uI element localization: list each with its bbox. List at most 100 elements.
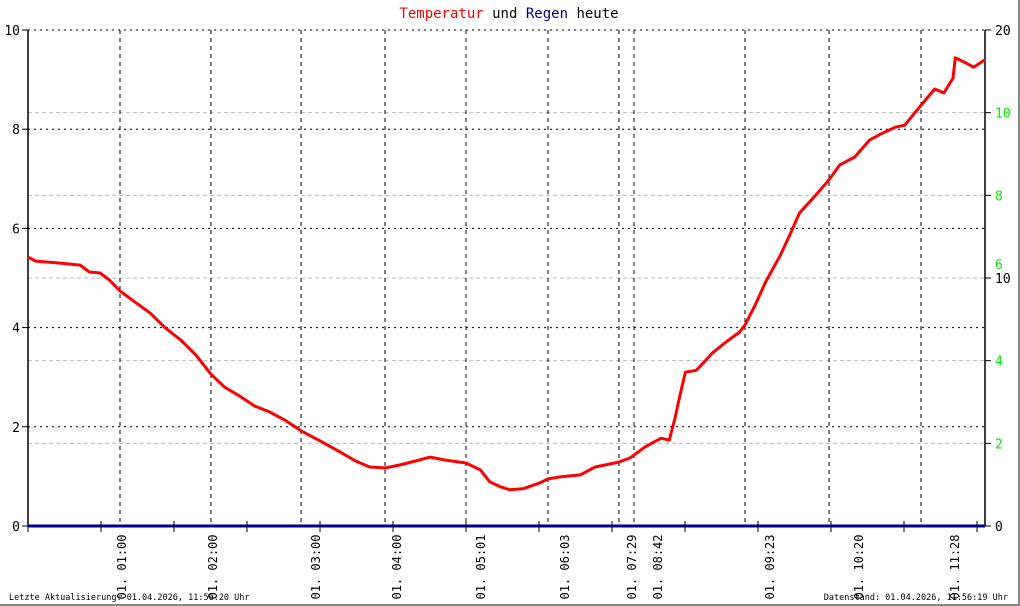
data-point-temperatur [253,405,256,407]
data-point-temperatur [984,58,986,61]
data-point-temperatur [764,281,767,283]
title-part: Temperatur [399,6,483,22]
data-point-temperatur [828,178,830,181]
data-point-temperatur [903,124,906,127]
x-tick-label: 01. 07:29 [625,534,639,599]
left-tick-label: 6 [12,222,20,237]
x-tick-label: 01. 05:01 [474,534,488,599]
data-point-temperatur [489,481,491,483]
left-tick-label: 2 [12,421,20,436]
data-point-temperatur [814,194,817,196]
right-tick-label: 0 [995,520,1003,535]
data-point-temperatur [223,386,226,388]
data-point-temperatur [711,352,714,354]
data-point-temperatur [695,369,698,372]
data-point-temperatur [853,156,856,158]
title-part: heute [568,6,619,22]
data-point-temperatur [368,466,371,468]
data-point-temperatur [164,327,167,329]
data-point-temperatur [963,61,966,64]
data-point-temperatur [952,77,954,79]
series-line-temperatur [27,56,986,492]
title-part: Regen [526,6,568,22]
right-secondary-tick-label: 2 [995,437,1003,452]
data-point-temperatur [119,290,121,292]
x-tick-label: 01. 10:20 [852,534,866,599]
data-point-temperatur [579,474,581,476]
data-point-temperatur [679,394,681,396]
left-tick-label: 0 [12,520,20,535]
data-point-temperatur [499,486,502,488]
data-point-temperatur [99,272,101,274]
data-point-temperatur [339,451,342,453]
data-point-temperatur [668,439,670,441]
data-point-temperatur [300,429,302,432]
x-tick-label: 01. 11:28 [948,534,962,599]
right-secondary-tick-label: 8 [995,189,1003,204]
data-point-temperatur [924,99,927,101]
right-secondary-tick-label: 10 [995,107,1011,122]
data-point-temperatur [673,419,676,421]
data-point-temperatur [195,354,197,356]
data-point-temperatur [754,303,757,306]
data-point-temperatur [129,298,132,300]
data-point-temperatur [283,419,286,421]
data-point-temperatur [943,92,945,94]
left-tick-label: 8 [12,123,20,138]
chart-title: Temperatur und Regen heute [399,6,618,22]
data-point-temperatur [465,462,467,464]
data-point-temperatur [868,139,871,141]
data-point-temperatur [933,88,936,90]
data-point-temperatur [789,232,792,234]
data-status-text: Datenstand: 01.04.2026, 11:56:19 Uhr [823,593,1008,603]
x-tick-label: 01. 09:23 [763,534,777,599]
x-tick-label: 01. 03:00 [309,534,323,599]
x-tick-label: 01. 04:00 [390,534,404,599]
x-tick-label: 01. 06:03 [558,534,572,599]
data-point-temperatur [539,482,541,484]
data-point-temperatur [703,361,706,363]
data-point-temperatur [633,454,635,456]
data-point-temperatur [88,271,91,273]
data-point-temperatur [319,440,322,442]
data-point-temperatur [27,256,29,258]
data-point-temperatur [268,411,271,413]
data-point-temperatur [384,467,386,469]
data-point-temperatur [522,488,524,490]
left-tick-label: 4 [12,322,20,337]
data-point-temperatur [179,339,182,341]
data-point-temperatur [644,446,646,448]
data-point-temperatur [210,373,212,376]
data-point-temperatur [443,459,446,461]
last-update-text: Letzte Aktualisierung: 01.04.2026, 11:56… [9,593,250,603]
data-point-temperatur [594,466,596,468]
data-point-temperatur [508,488,511,491]
x-tick-label: 01. 01:00 [115,534,129,599]
data-point-temperatur [479,469,482,471]
data-point-temperatur [684,371,687,374]
title-part: und [484,6,526,22]
data-point-temperatur [779,254,782,256]
right-tick-label: 10 [995,272,1011,287]
data-point-temperatur [547,478,549,480]
data-point-temperatur [618,461,620,463]
data-point-temperatur [59,262,61,264]
data-point-temperatur [798,212,801,214]
data-point-temperatur [559,476,562,478]
data-point-temperatur [34,260,37,262]
data-point-temperatur [108,279,111,281]
right-secondary-tick-label: 4 [995,355,1003,370]
right-tick-label: 20 [995,24,1011,39]
right-secondary-tick-label: 6 [995,258,1003,273]
data-point-temperatur [609,463,611,465]
data-point-temperatur [238,395,241,397]
x-tick-label: 01. 02:00 [206,534,220,599]
data-point-temperatur [972,66,975,68]
left-tick-label: 10 [4,24,20,39]
data-point-temperatur [879,133,882,135]
data-point-temperatur [414,460,417,462]
data-point-temperatur [725,341,727,343]
data-point-temperatur [398,464,401,466]
data-point-temperatur [629,457,631,459]
